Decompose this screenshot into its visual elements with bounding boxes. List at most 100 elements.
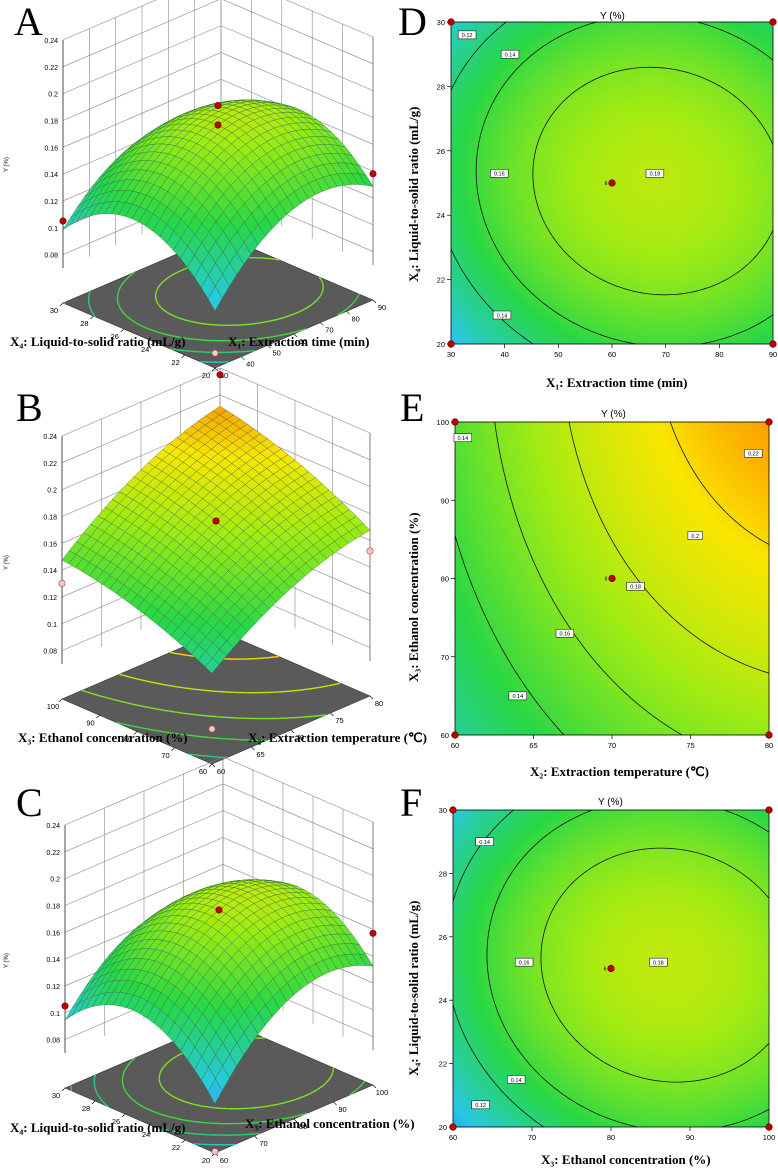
surface-facet-c [286, 976, 302, 996]
surface-facet-b [243, 524, 258, 538]
surface-facet-b [306, 532, 321, 546]
y-tick-label-c: 28 [82, 1104, 90, 1113]
surface-facet-a [181, 162, 197, 177]
surface-facet-c [107, 947, 122, 961]
floor-contour-a [258, 321, 263, 324]
surface-facet-c [127, 940, 143, 952]
surface-facet-a [202, 151, 218, 165]
surface-facet-a [245, 128, 261, 140]
surface-facet-a [220, 113, 236, 122]
surface-facet-a [215, 273, 230, 299]
wall-gridline-c [64, 917, 374, 987]
surface-facet-b [160, 497, 175, 511]
surface-facet-c [185, 889, 201, 896]
surface-facet-a [198, 104, 213, 109]
floor-contour-a [179, 317, 183, 320]
surface-facet-b [97, 519, 112, 533]
surface-facet-c [196, 946, 211, 962]
surface-facet-c [190, 910, 206, 921]
surface-facet-a [199, 116, 214, 124]
surface-facet-a [308, 166, 324, 181]
surface-facet-a [133, 151, 148, 162]
floor-contour-a [188, 320, 191, 323]
surface-facet-a [189, 133, 204, 144]
surface-facet-a [166, 212, 182, 232]
surface-facet-b [171, 598, 187, 613]
surface-facet-b [196, 465, 211, 477]
surface-facet-a [111, 170, 127, 183]
surface-facet-b [183, 435, 199, 447]
surface-facet-c [187, 1025, 203, 1048]
floor-contour-c [128, 1061, 132, 1065]
surface-facet-a [139, 194, 154, 211]
surface-facet-b [181, 488, 197, 501]
floor-contour-c [185, 1049, 189, 1053]
floor-contour-c [193, 1046, 198, 1050]
surface-facet-c [188, 987, 204, 1007]
z-tick-label-a: 0.14 [44, 172, 58, 179]
x-tick-label-d: 90 [769, 350, 777, 359]
surface-facet-b [181, 500, 196, 513]
z-tick-label-c: 0.12 [46, 984, 60, 991]
floor-contour-a [190, 247, 195, 250]
floor-contour-a [213, 243, 218, 246]
floor-contour-a [171, 273, 175, 276]
surface-facet-c [201, 1066, 216, 1093]
surface-facet-a [210, 111, 226, 118]
surface-facet-a [111, 179, 127, 192]
wall-gridline-c [64, 837, 374, 906]
surface-facet-b [146, 512, 161, 526]
surface-facet-b [136, 599, 152, 615]
surface-facet-c [252, 944, 267, 960]
surface-facet-c [212, 894, 227, 902]
y-tick-a [211, 367, 216, 372]
floor-contour-b [117, 722, 121, 725]
surface-facet-b [223, 484, 239, 497]
surface-facet-a [140, 151, 155, 161]
surface-facet-c [72, 991, 87, 1009]
surface-facet-c [208, 1032, 224, 1056]
surface-facet-a [266, 137, 282, 150]
surface-facet-c [183, 917, 199, 928]
surface-facet-a [175, 130, 191, 139]
surface-facet-b [258, 478, 274, 491]
surface-facet-b [328, 506, 343, 519]
surface-facet-c [197, 912, 213, 924]
surface-facet-c [157, 903, 172, 913]
floor-contour-a [294, 330, 299, 333]
surface-facet-a [97, 181, 113, 196]
floor-contour-c [298, 1096, 302, 1099]
surface-facet-c [254, 887, 270, 894]
y-axis-title-d: X₄: Liquid-to-solid ratio (mL/g) [406, 106, 421, 282]
floor-contour-c [164, 1089, 167, 1093]
y-tick-a [59, 302, 64, 307]
surface-facet-c [276, 882, 291, 886]
floor-contour-a [163, 278, 167, 282]
x-tick-label-d: 50 [554, 350, 562, 359]
floor-contour-b [147, 680, 152, 683]
surface-facet-b [220, 611, 235, 627]
y-tick-label-a: 22 [171, 358, 179, 367]
floor-contour-c [127, 1094, 131, 1098]
surface-facet-a [195, 146, 211, 160]
surface-facet-c [167, 986, 183, 1004]
y-tick-c [91, 1100, 96, 1105]
contour-heatmap-e [455, 422, 769, 735]
surface-facet-a [159, 206, 175, 225]
surface-facet-b [138, 532, 154, 546]
surface-facet-b [250, 506, 266, 519]
surface-facet-b [198, 636, 213, 652]
surface-facet-a [156, 121, 171, 131]
surface-facet-b [160, 509, 175, 523]
surface-facet-a [210, 124, 226, 135]
floor-contour-b [135, 677, 139, 680]
surface-facet-b [273, 468, 288, 480]
floor-contour-c [101, 1099, 104, 1103]
wall-gridline-b [61, 421, 371, 490]
surface-facet-a [254, 100, 269, 103]
surface-facet-b [198, 621, 214, 637]
surface-facet-c [177, 902, 193, 910]
wall-gridline-a [62, 52, 374, 121]
floor-contour-a [181, 318, 186, 321]
surface-facet-a [155, 122, 170, 131]
